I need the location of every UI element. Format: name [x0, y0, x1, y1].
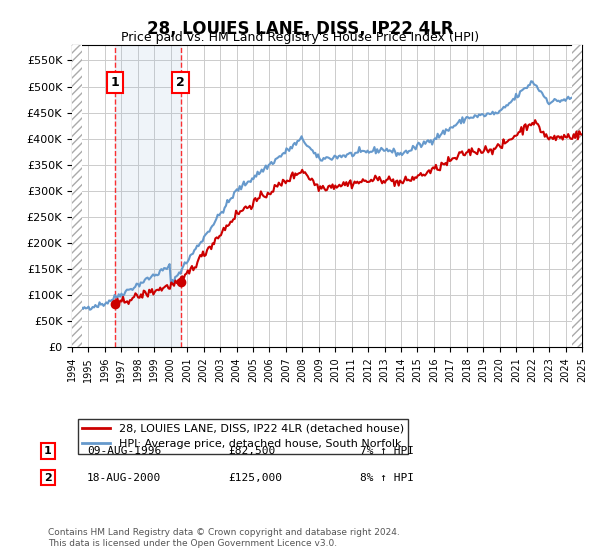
- Text: Contains HM Land Registry data © Crown copyright and database right 2024.
This d: Contains HM Land Registry data © Crown c…: [48, 528, 400, 548]
- Bar: [572, 45, 582, 347]
- Text: 2: 2: [44, 473, 52, 483]
- Text: 7% ↑ HPI: 7% ↑ HPI: [360, 446, 414, 456]
- Bar: [72, 45, 82, 347]
- Text: 18-AUG-2000: 18-AUG-2000: [87, 473, 161, 483]
- Text: £125,000: £125,000: [228, 473, 282, 483]
- Text: 8% ↑ HPI: 8% ↑ HPI: [360, 473, 414, 483]
- Bar: [115, 45, 181, 347]
- Text: 1: 1: [44, 446, 52, 456]
- Text: 09-AUG-1996: 09-AUG-1996: [87, 446, 161, 456]
- Text: 1: 1: [110, 76, 119, 89]
- Text: 2: 2: [176, 76, 185, 89]
- Text: £82,500: £82,500: [228, 446, 275, 456]
- Text: Price paid vs. HM Land Registry's House Price Index (HPI): Price paid vs. HM Land Registry's House …: [121, 31, 479, 44]
- Legend: 28, LOUIES LANE, DISS, IP22 4LR (detached house), HPI: Average price, detached h: 28, LOUIES LANE, DISS, IP22 4LR (detache…: [77, 419, 408, 454]
- Text: 28, LOUIES LANE, DISS, IP22 4LR: 28, LOUIES LANE, DISS, IP22 4LR: [146, 20, 454, 38]
